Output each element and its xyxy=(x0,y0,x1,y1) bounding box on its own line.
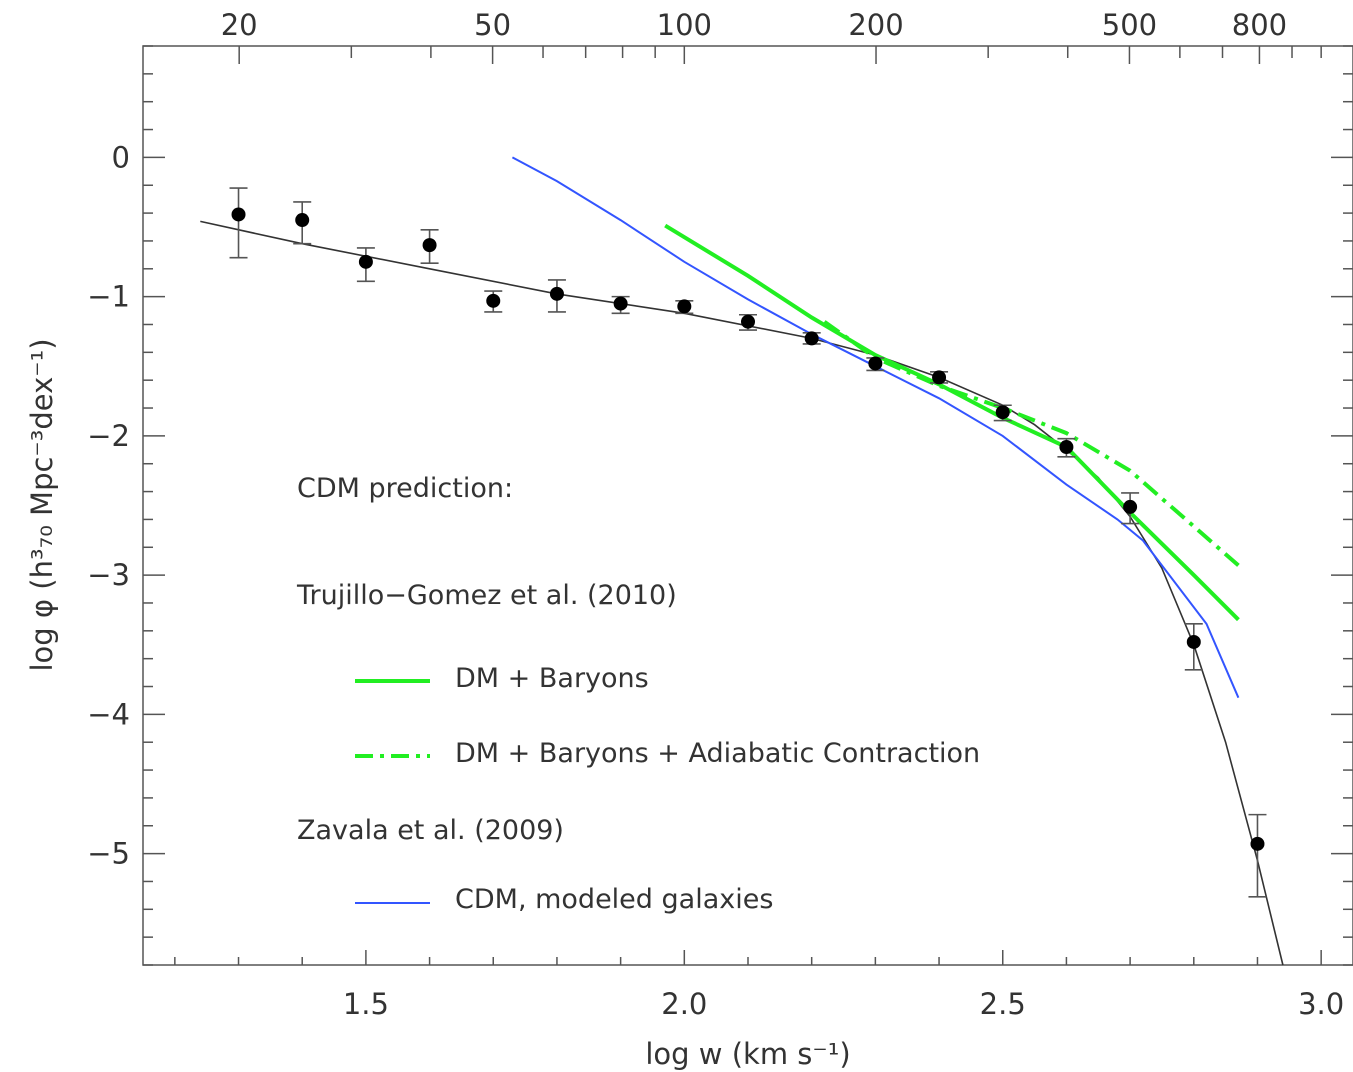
x-axis-label: log w (km s⁻¹) xyxy=(645,1037,850,1071)
top-tick-label: 50 xyxy=(474,8,511,42)
data-point xyxy=(613,296,628,311)
legend-group2-title: Zavala et al. (2009) xyxy=(297,815,564,846)
y-tick-label: −1 xyxy=(87,280,130,314)
x-tick-label: 1.5 xyxy=(343,987,389,1021)
x-tick-label: 3.0 xyxy=(1298,987,1344,1021)
top-tick-label: 800 xyxy=(1232,8,1287,42)
x-tick-label: 2.5 xyxy=(980,987,1026,1021)
data-point xyxy=(486,293,501,308)
data-point xyxy=(868,356,883,371)
top-tick-label: 200 xyxy=(848,8,903,42)
series-line-zavala xyxy=(511,156,1240,699)
tick-labels: 1.5 2.0 2.5 3.0 20 50 100 200 500 800 0 −1 −2 −3 −4 −5 xyxy=(87,8,1344,1021)
y-tick-label: −5 xyxy=(87,837,130,871)
y-axis-label: log φ (h³₇₀ Mpc⁻³dex⁻¹) xyxy=(25,338,59,671)
data-point xyxy=(295,213,310,228)
legend: CDM prediction: Trujillo−Gomez et al. (2… xyxy=(296,473,980,915)
data-point xyxy=(741,314,755,329)
data-point xyxy=(932,370,947,385)
data-point xyxy=(422,238,437,253)
data-point xyxy=(549,286,564,301)
legend-group1-title: Trujillo−Gomez et al. (2010) xyxy=(296,580,677,611)
data-point xyxy=(358,254,373,269)
top-tick-label: 500 xyxy=(1102,8,1157,42)
top-tick-label: 20 xyxy=(221,8,258,42)
y-tick-label: −4 xyxy=(87,697,130,731)
legend-label-adiabatic: DM + Baryons + Adiabatic Contraction xyxy=(455,738,980,769)
plot-series xyxy=(200,156,1284,966)
x-tick-label: 2.0 xyxy=(661,987,707,1021)
y-tick-label: 0 xyxy=(112,140,130,174)
axis-ticks xyxy=(143,45,1353,966)
y-tick-label: −3 xyxy=(87,558,130,592)
data-point xyxy=(677,299,692,314)
data-point xyxy=(1250,836,1265,851)
series-line-adiabatic xyxy=(823,320,1240,567)
data-point xyxy=(231,207,246,222)
data-points xyxy=(229,187,1267,898)
data-point xyxy=(1123,499,1138,514)
data-point xyxy=(804,331,819,346)
series-line-dm-baryons xyxy=(664,223,1240,622)
legend-label-dm-baryons: DM + Baryons xyxy=(455,663,649,694)
data-point xyxy=(1059,440,1074,455)
top-tick-label: 100 xyxy=(657,8,712,42)
data-point xyxy=(995,405,1010,420)
legend-label-zavala: CDM, modeled galaxies xyxy=(455,884,773,915)
data-point xyxy=(1186,634,1201,649)
legend-heading: CDM prediction: xyxy=(297,473,513,504)
y-tick-label: −2 xyxy=(87,419,130,453)
